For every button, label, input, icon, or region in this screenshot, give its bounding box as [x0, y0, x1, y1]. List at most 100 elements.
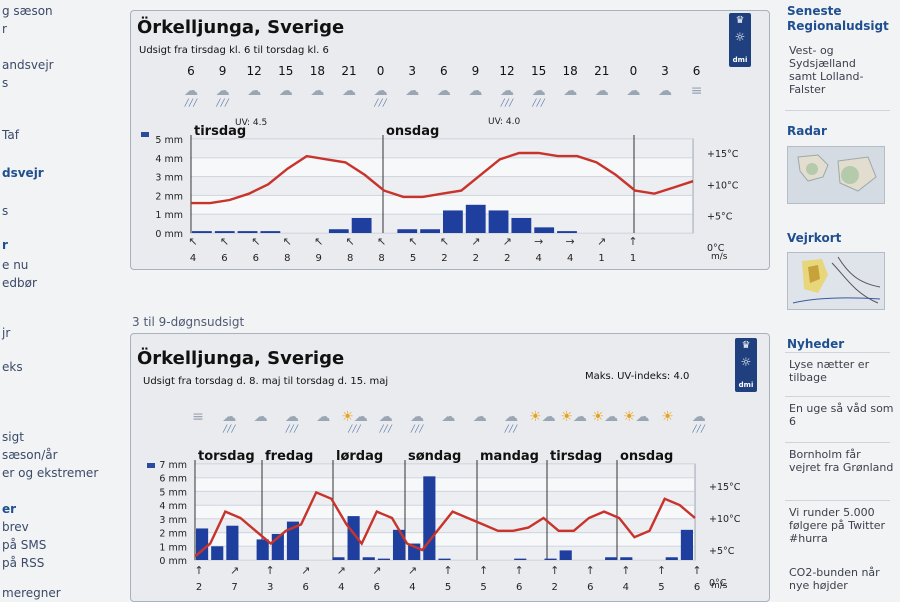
wind-direction-arrow: ↑: [515, 564, 524, 577]
left-nav-item[interactable]: brev: [2, 520, 29, 534]
wind-direction-arrow: ↗: [337, 564, 346, 577]
left-nav-item[interactable]: s: [2, 76, 9, 90]
temp-axis-tick: 0°C: [709, 578, 727, 589]
news-item[interactable]: Vi runder 5.000 følgere på Twitter #hurr…: [789, 506, 886, 545]
weather-map-thumbnail[interactable]: [787, 252, 885, 310]
left-nav-item[interactable]: g sæson: [2, 4, 53, 18]
hour-label: 21: [594, 64, 610, 78]
radar-map-thumbnail[interactable]: [787, 146, 885, 204]
precip-bar: [214, 231, 235, 233]
regional-text[interactable]: Vest- og Sydsjælland samt Lolland-Falste…: [789, 44, 864, 96]
left-nav-item[interactable]: jr: [2, 326, 11, 340]
sun-cloud-icon: ☀☁: [529, 409, 556, 425]
left-nav-item[interactable]: s: [2, 204, 9, 218]
precip-legend-swatch: [141, 132, 149, 137]
wind-speed: 3: [267, 582, 273, 593]
cloud-icon: ☁: [594, 83, 609, 99]
news-heading[interactable]: Nyheder: [787, 337, 845, 351]
wind-direction-arrow: ↖: [408, 235, 417, 248]
wind-direction-arrow: ↖: [188, 235, 197, 248]
precip-axis-tick: 0 mm: [155, 229, 183, 240]
cloud-icon: ☁: [316, 409, 331, 425]
precip-bar: [511, 217, 532, 233]
news-item[interactable]: CO2-bunden når nye højder: [789, 566, 880, 592]
precip-bar: [514, 558, 527, 560]
left-nav-item[interactable]: meregner: [2, 586, 61, 600]
day-label: tirsdag: [194, 124, 246, 139]
wind-speed: 4: [536, 253, 542, 264]
wind-speed: 6: [516, 582, 522, 593]
hour-label: 15: [530, 64, 547, 78]
temp-axis-tick: +15°C: [709, 482, 741, 493]
precip-bar: [226, 525, 239, 560]
precip-bar: [362, 557, 375, 560]
wind-speed: 8: [347, 253, 353, 264]
cloud-icon: ☁: [468, 83, 483, 99]
news-item[interactable]: En uge så våd som 6: [789, 402, 894, 428]
left-nav-item[interactable]: sigt: [2, 430, 24, 444]
vejrkort-heading[interactable]: Vejrkort: [787, 231, 842, 245]
left-nav-item[interactable]: edbør: [2, 276, 37, 290]
news-item[interactable]: Bornholm får vejret fra Grønland: [789, 448, 894, 474]
day-label: tirsdag: [550, 449, 602, 464]
day-label: søndag: [408, 449, 461, 464]
precip-bar: [605, 557, 618, 560]
wind-speed: 5: [410, 253, 416, 264]
radar-heading[interactable]: Radar: [787, 124, 827, 138]
cloud-icon: ☁: [342, 83, 356, 99]
news-item[interactable]: Lyse nætter er tilbage: [789, 358, 870, 384]
divider: [785, 352, 890, 353]
day-label: onsdag: [620, 449, 673, 464]
wind-speed: 9: [316, 253, 322, 264]
wind-direction-arrow: ↑: [479, 564, 488, 577]
wind-direction-arrow: →: [566, 235, 575, 248]
cloud-icon: ☁: [472, 409, 487, 425]
left-nav-item[interactable]: dsvejr: [2, 166, 44, 180]
precip-axis-tick: 1 mm: [159, 542, 187, 553]
left-nav-item[interactable]: sæson/år: [2, 448, 58, 462]
cloud-icon: ☁: [278, 83, 293, 99]
wind-speed: 6: [587, 582, 593, 593]
dmi-logo[interactable]: ♛ ☼ dmi: [735, 338, 757, 392]
cloud-rain-icon: ☁ ╱╱╱: [500, 83, 514, 107]
divider: [785, 500, 890, 501]
wind-speed: 2: [196, 582, 202, 593]
left-nav-item[interactable]: på RSS: [2, 556, 45, 570]
left-nav-item[interactable]: på SMS: [2, 538, 47, 552]
cloud-rain-icon: ☁ ╱╱╱: [373, 83, 388, 107]
left-nav-item[interactable]: er: [2, 502, 17, 516]
section-heading-3-9-day[interactable]: 3 til 9-døgnsudsigt: [132, 315, 245, 329]
precip-axis-tick: 5 mm: [155, 135, 183, 146]
hour-label: 12: [499, 64, 515, 78]
left-nav-item[interactable]: Taf: [2, 128, 19, 142]
wind-direction-arrow: ↑: [194, 564, 203, 577]
precip-bar: [397, 229, 418, 233]
hour-label: 21: [341, 64, 357, 78]
left-nav-item[interactable]: andsvejr: [2, 58, 54, 72]
wind-speed: 6: [303, 582, 309, 593]
temp-axis-tick: +10°C: [707, 180, 739, 191]
precip-bar: [620, 557, 633, 560]
wind-direction-arrow: ↖: [220, 235, 229, 248]
left-nav-item[interactable]: er og ekstremer: [2, 466, 99, 480]
wind-speed: 8: [284, 253, 290, 264]
forecast-range-subtitle: Udsigt fra tirsdag kl. 6 til torsdag kl.…: [139, 45, 329, 56]
crown-icon: ♛: [741, 340, 751, 351]
grid-band: [192, 176, 692, 196]
fog-icon: ≡: [690, 83, 703, 99]
left-nav-item[interactable]: e nu: [2, 258, 29, 272]
forecast-panel-2day: Örkelljunga, Sverige Udsigt fra tirsdag …: [130, 10, 770, 270]
left-nav-item[interactable]: r: [2, 238, 8, 252]
precip-bar: [392, 529, 406, 560]
left-nav-item[interactable]: eks: [2, 360, 23, 374]
wind-direction-arrow: ↗: [408, 564, 417, 577]
divider: [785, 396, 890, 397]
left-nav-item[interactable]: r: [2, 22, 7, 36]
precip-axis-tick: 7 mm: [159, 460, 187, 471]
regional-heading[interactable]: Seneste Regionaludsigt: [787, 4, 889, 33]
uv-max-label: Maks. UV-indeks: 4.0: [585, 371, 690, 382]
grid-band: [196, 464, 694, 478]
weather-emblem-icon: ☼: [734, 30, 746, 44]
wind-speed: 6: [694, 582, 700, 593]
dmi-logo[interactable]: ♛ ☼ dmi: [729, 13, 751, 67]
